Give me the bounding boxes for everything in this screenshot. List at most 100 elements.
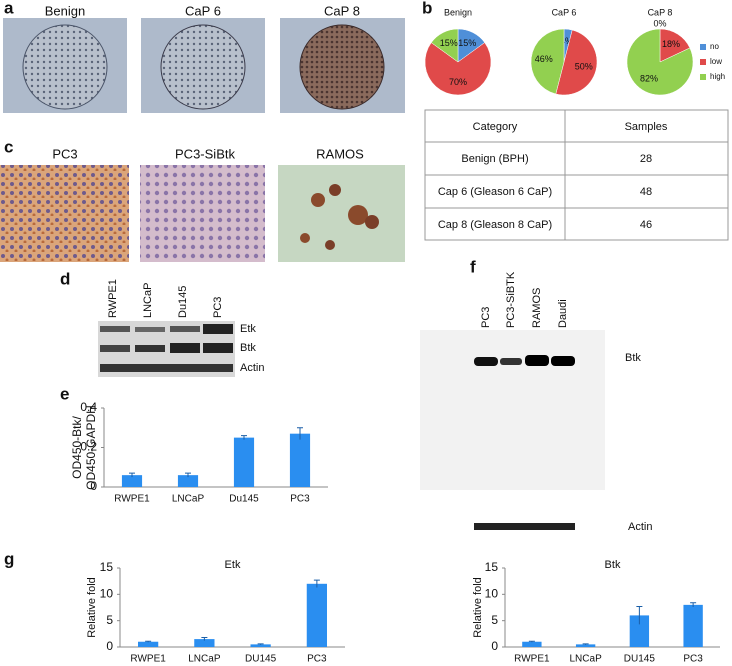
bar <box>194 639 215 647</box>
x-tick-label: RWPE1 <box>114 494 150 505</box>
band-label: Actin <box>240 362 264 374</box>
cell <box>325 240 335 250</box>
tissue <box>22 24 108 110</box>
y-tick-label: 5 <box>491 613 498 627</box>
table-header: Category <box>473 121 518 133</box>
pie-title: Benign <box>444 7 472 17</box>
bar <box>683 604 703 647</box>
x-tick-label: RWPE1 <box>130 654 166 665</box>
lane-label: PC3 <box>212 297 224 318</box>
band <box>525 355 549 366</box>
bar <box>289 433 311 487</box>
table-cell: 48 <box>640 186 652 198</box>
y-tick-label: 15 <box>100 560 114 574</box>
cell <box>311 193 325 207</box>
band <box>500 358 522 365</box>
panel-label: b <box>422 0 432 17</box>
band <box>100 345 130 352</box>
value-label: 70% <box>449 77 467 87</box>
error-bar <box>241 435 247 440</box>
pie-slice <box>555 29 598 96</box>
lane-label: RAMOS <box>531 288 543 328</box>
table <box>424 109 729 241</box>
lane-label: PC3-SiBTK <box>505 271 517 328</box>
image-label: RAMOS <box>316 146 364 161</box>
tissue <box>160 24 246 110</box>
y-tick-label: 0 <box>90 479 97 493</box>
panel-label: d <box>60 269 70 288</box>
x-tick-label: LNCaP <box>188 654 221 665</box>
band <box>474 357 498 366</box>
bar <box>629 615 650 647</box>
blot-f <box>420 330 605 530</box>
x-tick-label: PC3 <box>683 654 703 665</box>
chart-title: Etk <box>225 559 241 571</box>
band <box>135 327 165 332</box>
lane-label: PC3 <box>480 307 492 328</box>
band <box>203 324 233 334</box>
legend-swatch <box>700 44 706 50</box>
table-header: Samples <box>625 121 668 133</box>
error-bar <box>582 643 589 645</box>
value-label: 0% <box>653 18 666 28</box>
bar <box>522 641 542 647</box>
y-tick-label: 0.2 <box>80 440 97 454</box>
lane-label: LNCaP <box>142 283 154 318</box>
panel-label: a <box>4 0 14 17</box>
value-label: 82% <box>640 74 658 84</box>
pie-slice <box>530 28 565 95</box>
lane-label: Daudi <box>557 299 569 328</box>
legend-label: no <box>710 42 719 51</box>
x-tick-label: LNCaP <box>570 654 603 665</box>
y-tick-label: 10 <box>100 587 114 601</box>
error-bar <box>129 472 135 478</box>
y-tick-label: 5 <box>106 613 113 627</box>
value-label: 15% <box>458 38 476 48</box>
pie-slice <box>626 28 694 96</box>
table-cell: 46 <box>640 219 652 231</box>
legend-label: low <box>710 57 722 66</box>
image <box>140 165 265 262</box>
y-axis-label: OD450-GAPDH <box>84 405 98 490</box>
panel-label: c <box>4 137 13 156</box>
table-cell: Cap 6 (Gleason 6 CaP) <box>438 186 552 198</box>
panel-a-images <box>3 18 405 113</box>
image-label: CaP 8 <box>324 3 360 18</box>
blot <box>420 330 605 490</box>
x-tick-label: PC3 <box>290 494 310 505</box>
cell <box>300 233 310 243</box>
legend-label: high <box>710 72 725 81</box>
pie-title: CaP 8 <box>648 7 673 17</box>
band <box>100 326 130 332</box>
image-label: CaP 6 <box>185 3 221 18</box>
error-bar <box>313 579 320 588</box>
x-tick-label: DU145 <box>245 654 277 665</box>
band <box>135 345 165 352</box>
error-bar <box>257 643 264 645</box>
band-label: Etk <box>240 323 256 335</box>
image <box>278 165 405 262</box>
value-label: 46% <box>535 54 553 64</box>
panel-label: e <box>60 384 69 403</box>
bar <box>575 644 596 647</box>
legend-swatch <box>700 59 706 65</box>
y-tick-label: 0 <box>106 639 113 653</box>
lane-label: RWPE1 <box>107 279 119 318</box>
value-label: 50% <box>575 61 593 71</box>
x-tick-label: DU145 <box>624 654 656 665</box>
y-axis-label: OD450-Btk/ <box>70 415 84 478</box>
band <box>474 523 575 530</box>
x-tick-label: LNCaP <box>172 494 205 505</box>
panel-label: f <box>470 257 476 276</box>
table-cell: 28 <box>640 153 652 165</box>
lane-label: Du145 <box>177 286 189 318</box>
band-label: Btk <box>240 342 256 354</box>
error-bar <box>636 605 643 625</box>
error-bar <box>690 602 697 607</box>
panel-label: g <box>4 549 14 568</box>
error-bar <box>297 427 303 440</box>
cell <box>365 215 379 229</box>
value-label: 15% <box>440 38 458 48</box>
error-bar <box>528 640 535 643</box>
image-label: Benign <box>45 3 85 18</box>
